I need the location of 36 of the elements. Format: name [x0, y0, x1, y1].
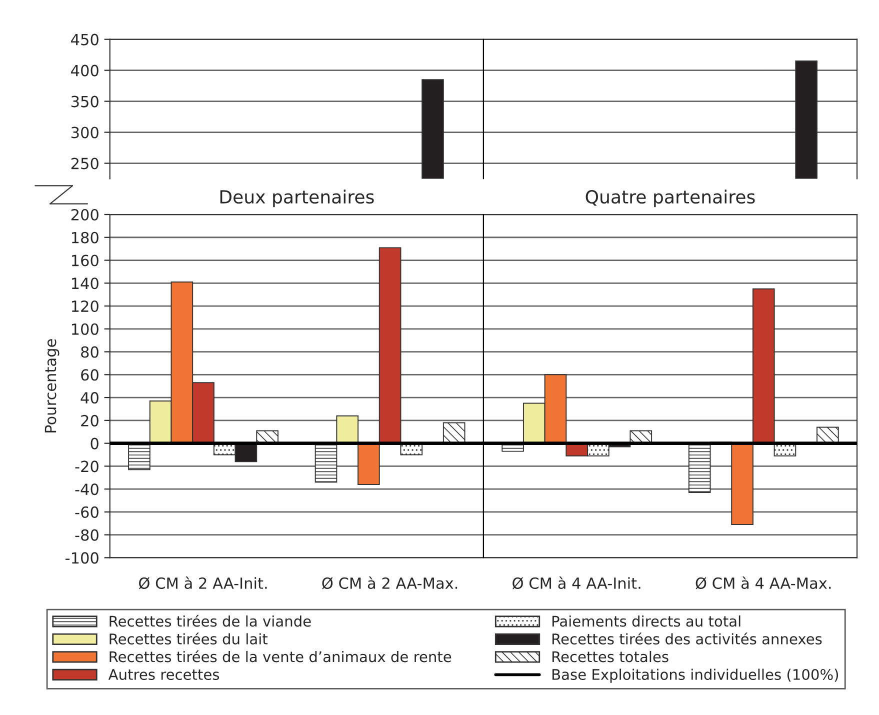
y-tick-label: 400: [71, 64, 98, 76]
legend-label: Paiements directs au total: [552, 615, 740, 627]
x-tick-label: Ø CM à 2 AA-Init.: [138, 576, 267, 590]
x-tick-label: Ø CM à 4 AA-Max.: [696, 576, 831, 590]
y-tick-label: -60: [75, 506, 98, 518]
legend-label: Recettes totales: [552, 650, 668, 662]
y-tick-label: 180: [72, 232, 98, 244]
y-tick-label: 450: [71, 34, 98, 46]
text: Quatre partenaires: [586, 190, 755, 208]
legend-label: Recettes tirées des activités annexes: [552, 632, 822, 644]
y-tick-label: 100: [72, 323, 98, 335]
legend-label: Recettes tirées de la viande: [110, 614, 311, 627]
y-tick-label: -80: [75, 529, 98, 541]
y-tick-label: 200: [71, 208, 98, 221]
y-tick-label: -20: [75, 460, 98, 472]
y-tick-label: 160: [72, 254, 98, 266]
legend-label: Base Exploitations individuelles (100%): [552, 668, 838, 683]
y-tick-label: 20: [81, 414, 98, 426]
y-tick-label: -100: [66, 552, 98, 564]
y-tick-label: 0: [90, 438, 98, 450]
legend-label: Recettes tirées de la vente d’animaux de rente: [110, 650, 452, 662]
y-axis-title: Pourcentage: [44, 339, 60, 432]
y-tick-label: 140: [72, 278, 98, 290]
text: Deux partenaires: [220, 190, 374, 208]
legend-label: Recettes tirées du lait: [110, 632, 268, 644]
y-tick-label: 350: [71, 96, 98, 108]
y-tick-label: 80: [81, 346, 98, 358]
y-tick-label: 40: [80, 392, 98, 404]
y-tick-label: 300: [71, 126, 98, 138]
x-tick-label: Ø CM à 2 AA-Max.: [322, 576, 458, 590]
legend-label: Autres recettes: [108, 669, 220, 680]
y-tick-label: 120: [72, 300, 98, 312]
y-tick-label: 60: [81, 369, 98, 381]
y-tick-label: 250: [71, 158, 98, 170]
y-tick-label: -40: [75, 484, 98, 496]
x-tick-label: Ø CM à 4 AA-Init.: [512, 576, 640, 590]
